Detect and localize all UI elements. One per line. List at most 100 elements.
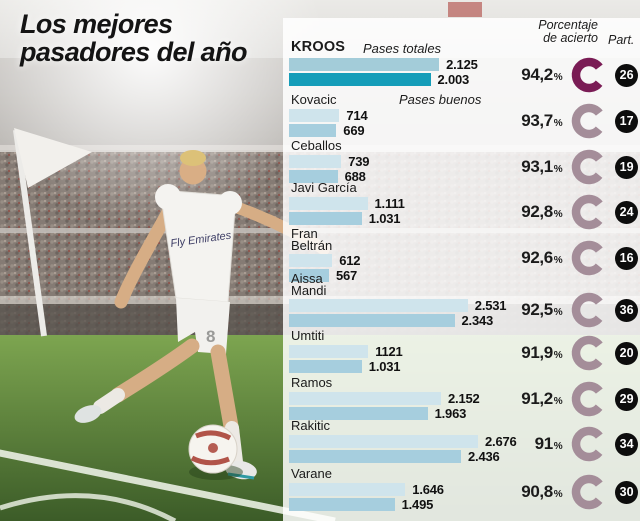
accuracy-row: 92,6% 16 — [500, 240, 638, 276]
accuracy-percent: 92,6% — [521, 248, 563, 267]
total-passes-value: 1.646 — [412, 482, 444, 497]
good-passes-value: 688 — [344, 169, 366, 184]
total-passes-value: 2.676 — [485, 434, 517, 449]
accuracy-row: 93,1% 19 — [500, 149, 638, 185]
total-passes-value: 739 — [348, 154, 370, 169]
player-name: Umtiti — [291, 328, 325, 343]
total-passes-bar — [289, 109, 340, 122]
total-passes-bar — [289, 345, 369, 358]
good-passes-value: 1.963 — [434, 406, 467, 421]
accuracy-header: Porcentaje de acierto — [538, 18, 598, 45]
good-passes-value: 1.031 — [368, 359, 401, 374]
player-figure: Fly Emirates 8 — [74, 150, 330, 480]
player-row: Rakitic 2.676 2.436 — [289, 419, 589, 465]
accuracy-percent: 90,8% — [521, 482, 563, 501]
total-passes-bar — [289, 299, 468, 312]
good-passes-bar — [289, 269, 329, 282]
legend-good-passes: Pases buenos — [399, 92, 482, 107]
player-row: Varane 1.646 1.495 — [289, 467, 589, 513]
good-passes-value: 2.343 — [461, 313, 494, 328]
stadium-screen — [448, 2, 482, 17]
matches-played-badge: 34 — [615, 432, 638, 456]
good-passes-value: 567 — [336, 268, 358, 283]
player-name: Aissa Mandi — [291, 271, 327, 298]
good-passes-bar — [289, 360, 362, 373]
good-passes-bar — [289, 314, 455, 327]
good-passes-value: 2.436 — [468, 449, 500, 464]
total-passes-value: 2.152 — [448, 391, 480, 406]
accuracy-ring-icon — [572, 335, 607, 371]
player-name: Ceballos — [291, 138, 342, 153]
total-passes-bar — [289, 435, 478, 448]
good-passes-bar — [289, 73, 431, 86]
total-passes-bar — [289, 58, 440, 71]
matches-played-badge: 24 — [615, 200, 638, 224]
shorts-number: 8 — [206, 327, 215, 346]
total-passes-value: 1.111 — [374, 195, 405, 211]
good-passes-bar — [289, 450, 461, 463]
good-passes-value: 1.031 — [368, 210, 401, 226]
accuracy-percent: 91% — [534, 434, 563, 453]
accuracy-ring-icon — [572, 194, 607, 230]
accuracy-percent: 94,2% — [521, 65, 563, 84]
accuracy-ring-icon — [572, 240, 607, 276]
good-passes-value: 2.003 — [437, 72, 470, 87]
accuracy-row: 91,2% 29 — [500, 381, 638, 417]
matches-played-badge: 26 — [615, 63, 638, 87]
player-name: KROOS — [291, 39, 346, 55]
accuracy-percent: 93,1% — [521, 157, 563, 176]
accuracy-row: 92,5% 36 — [500, 292, 638, 328]
accuracy-row: 91,9% 20 — [500, 335, 638, 371]
total-passes-value: 2.125 — [446, 57, 478, 72]
total-passes-value: 612 — [339, 253, 361, 268]
good-passes-bar — [289, 498, 395, 511]
accuracy-ring-icon — [572, 149, 607, 185]
accuracy-row: 92,8% 24 — [500, 194, 638, 230]
total-passes-value: 714 — [346, 108, 368, 123]
matches-played-badge: 16 — [615, 246, 638, 270]
accuracy-percent: 92,5% — [521, 300, 563, 319]
good-passes-bar — [289, 407, 428, 420]
total-passes-bar — [289, 155, 342, 168]
accuracy-ring-icon — [572, 426, 607, 462]
accuracy-percent: 92,8% — [521, 202, 563, 221]
accuracy-ring-icon — [572, 103, 607, 139]
accuracy-row: 93,7% 17 — [500, 103, 638, 139]
good-passes-bar — [289, 170, 338, 183]
football — [188, 424, 243, 480]
player-row: Fran Beltrán 612 567 — [289, 226, 589, 284]
player-name: Kovacic — [291, 92, 337, 107]
player-name: Fran Beltrán — [291, 226, 333, 253]
player-row: Aissa Mandi 2.531 2.343 — [289, 271, 589, 329]
player-row: Ceballos 739 688 — [289, 139, 589, 185]
player-name: Varane — [291, 466, 332, 481]
accuracy-percent: 91,2% — [521, 389, 563, 408]
title-line-1: Los mejores — [20, 9, 173, 39]
player-row: Kovacic 714 669 — [289, 93, 589, 139]
total-passes-value: 2.531 — [474, 298, 507, 313]
player-name: Ramos — [291, 375, 333, 390]
title-line-2: pasadores del año — [20, 37, 247, 67]
accuracy-row: 91% 34 — [500, 426, 638, 462]
player-row: Ramos 2.152 1.963 — [289, 376, 589, 422]
touch-line — [0, 449, 336, 521]
accuracy-row: 94,2% 26 — [500, 57, 638, 93]
good-passes-value: 1.495 — [401, 497, 434, 512]
accuracy-ring-icon — [572, 292, 607, 328]
total-passes-bar — [289, 254, 333, 267]
matches-played-badge: 17 — [615, 109, 638, 133]
matches-played-badge: 19 — [615, 155, 638, 179]
total-passes-bar — [289, 392, 441, 405]
corner-arc-line — [0, 493, 177, 521]
matches-played-badge: 36 — [615, 298, 638, 322]
matches-header: Part. — [608, 33, 635, 47]
accuracy-ring-icon — [572, 381, 607, 417]
corner-flag — [13, 128, 92, 337]
total-passes-bar — [289, 483, 406, 496]
total-passes-bar — [289, 196, 368, 210]
good-passes-bar — [289, 124, 337, 137]
player-row: Umtiti 1121 1.031 — [289, 329, 589, 375]
matches-played-badge: 20 — [615, 341, 638, 365]
good-passes-value: 669 — [343, 123, 365, 138]
